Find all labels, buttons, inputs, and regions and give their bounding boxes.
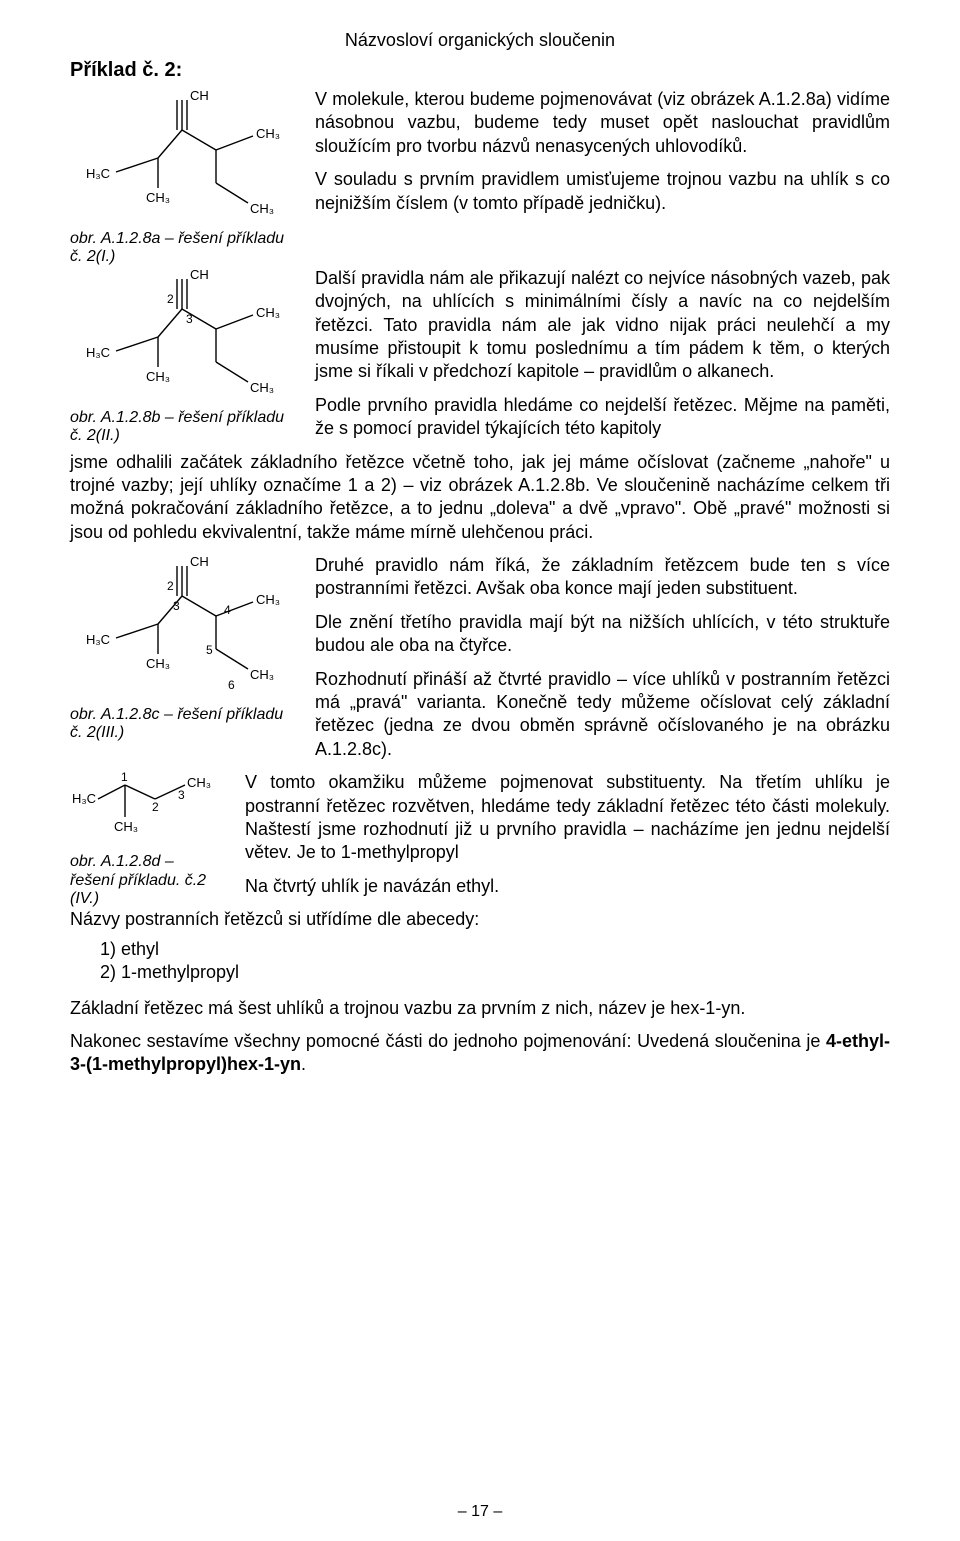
label-ch3-b: CH₃	[250, 380, 274, 395]
paragraph-10: Základní řetězec má šest uhlíků a trojno…	[70, 997, 890, 1020]
num-4: 4	[224, 603, 231, 617]
figure-d: H₃C CH₃ CH₃ 1 2 3 obr. A.1.2.8d – řešení…	[70, 771, 215, 908]
paragraph-8: V tomto okamžiku můžeme pojmenovat subst…	[245, 771, 890, 865]
paragraph-7: Rozhodnutí přináší až čtvrté pravidlo – …	[315, 668, 890, 762]
num-2: 2	[152, 800, 159, 814]
label-ch3-r: CH₃	[187, 775, 211, 790]
label-ch3-c: CH₃	[114, 819, 138, 834]
figure-a: CH H₃C CH₃ CH₃ CH₃ obr. A.1.2.8a – řešen…	[70, 88, 295, 267]
figure-c: CH H₃C CH₃ CH₃ CH₃ 2 3 4 5 6 obr. A.1.2.…	[70, 554, 295, 743]
paragraph-11: Nakonec sestavíme všechny pomocné části …	[70, 1030, 890, 1077]
paragraph-1: V molekule, kterou budeme pojmenovávat (…	[315, 88, 890, 158]
page-number: – 17 –	[0, 1503, 960, 1521]
figure-b-caption: obr. A.1.2.8b – řešení příkladu č. 2(II.…	[70, 409, 295, 446]
label-h3c-left: H₃C	[86, 166, 110, 181]
p11-prefix: Nakonec sestavíme všechny pomocné části …	[70, 1031, 826, 1051]
label-h3c-left: H₃C	[86, 632, 110, 647]
p11-suffix: .	[301, 1054, 306, 1074]
label-ch: CH	[190, 88, 209, 103]
paragraph-9: Názvy postranních řetězců si utřídíme dl…	[70, 908, 890, 931]
paragraph-4a: Podle prvního pravidla hledáme co nejdel…	[315, 394, 890, 441]
label-ch3-right: CH₃	[256, 126, 280, 141]
example-heading: Příklad č. 2:	[70, 59, 890, 82]
molecule-b-svg: CH H₃C CH₃ CH₃ CH₃ 2 3	[78, 267, 288, 407]
paragraph-3: Další pravidla nám ale přikazují nalézt …	[315, 267, 890, 384]
label-ch3-b: CH₃	[250, 667, 274, 682]
label-ch3-a: CH₃	[146, 190, 170, 205]
section-4: H₃C CH₃ CH₃ 1 2 3 obr. A.1.2.8d – řešení…	[70, 771, 890, 908]
num-1: 1	[121, 771, 128, 784]
molecule-d-svg: H₃C CH₃ CH₃ 1 2 3	[70, 771, 215, 851]
section-1: CH H₃C CH₃ CH₃ CH₃ obr. A.1.2.8a – řešen…	[70, 88, 890, 267]
page: Názvosloví organických sloučenin Příklad…	[0, 0, 960, 1541]
molecule-c-svg: CH H₃C CH₃ CH₃ CH₃ 2 3 4 5 6	[78, 554, 288, 704]
paragraph-8b: Na čtvrtý uhlík je navázán ethyl.	[245, 875, 890, 898]
paragraph-2: V souladu s prvním pravidlem umisťujeme …	[315, 168, 890, 215]
label-ch3-right: CH₃	[256, 305, 280, 320]
paragraph-6: Dle znění třetího pravidla mají být na n…	[315, 611, 890, 658]
label-ch: CH	[190, 554, 209, 569]
paragraph-4b: jsme odhalili začátek základního řetězce…	[70, 451, 890, 545]
label-ch: CH	[190, 267, 209, 282]
num-6: 6	[228, 678, 235, 692]
num-2: 2	[167, 292, 174, 306]
page-header: Názvosloví organických sloučenin	[70, 30, 890, 51]
num-2: 2	[167, 579, 174, 593]
substituent-list: 1) ethyl 2) 1-methylpropyl	[100, 938, 890, 985]
paragraph-5: Druhé pravidlo nám říká, že základním ře…	[315, 554, 890, 601]
list-item-2: 2) 1-methylpropyl	[100, 961, 890, 984]
label-ch3-right: CH₃	[256, 592, 280, 607]
num-3: 3	[186, 312, 193, 326]
figure-d-caption: obr. A.1.2.8d – řešení příkladu. č.2 (IV…	[70, 853, 215, 908]
num-5: 5	[206, 643, 213, 657]
figure-a-caption: obr. A.1.2.8a – řešení příkladu č. 2(I.)	[70, 230, 295, 267]
figure-c-caption: obr. A.1.2.8c – řešení příkladu č. 2(III…	[70, 706, 295, 743]
num-3: 3	[178, 788, 185, 802]
list-item-1: 1) ethyl	[100, 938, 890, 961]
molecule-a-svg: CH H₃C CH₃ CH₃ CH₃	[78, 88, 288, 228]
label-h3c-left: H₃C	[86, 345, 110, 360]
label-ch3-b: CH₃	[250, 201, 274, 216]
section-3: CH H₃C CH₃ CH₃ CH₃ 2 3 4 5 6 obr. A.1.2.…	[70, 554, 890, 771]
figure-b: CH H₃C CH₃ CH₃ CH₃ 2 3 obr. A.1.2.8b – ř…	[70, 267, 295, 446]
num-3: 3	[173, 599, 180, 613]
label-h3c: H₃C	[72, 791, 96, 806]
label-ch3-a: CH₃	[146, 369, 170, 384]
label-ch3-a: CH₃	[146, 656, 170, 671]
section-2: CH H₃C CH₃ CH₃ CH₃ 2 3 obr. A.1.2.8b – ř…	[70, 267, 890, 451]
